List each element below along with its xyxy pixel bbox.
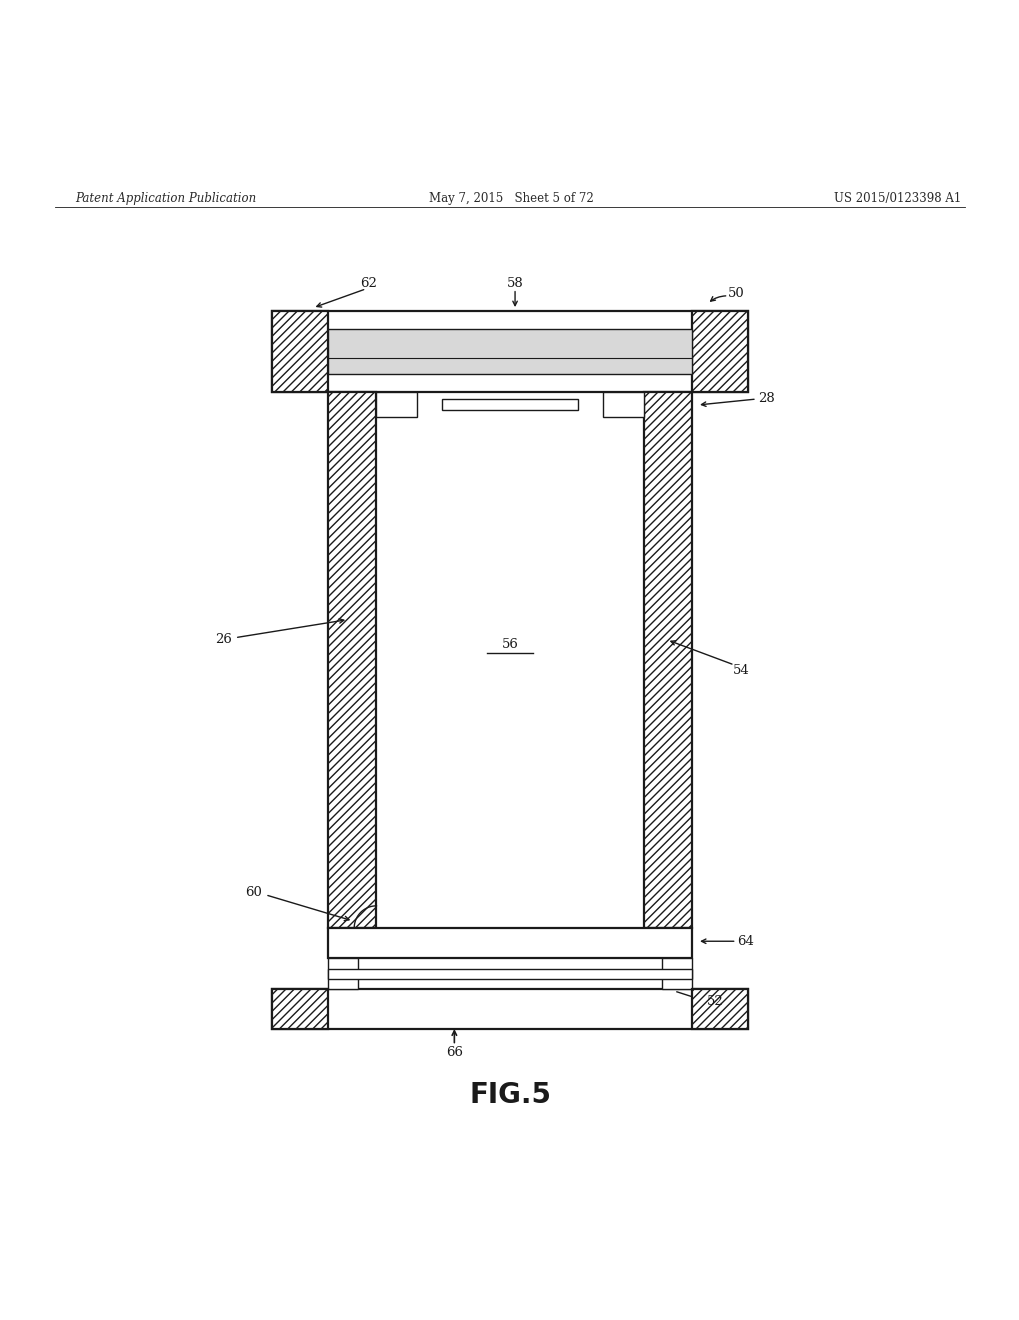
Bar [272, 989, 747, 1030]
Bar [376, 392, 417, 417]
Bar [327, 392, 376, 928]
Text: 66: 66 [445, 1047, 463, 1060]
Bar [692, 312, 747, 392]
Bar [327, 969, 692, 978]
Text: 54: 54 [732, 664, 749, 677]
Bar [272, 989, 327, 1030]
Text: 50: 50 [727, 288, 744, 300]
Bar [643, 392, 692, 928]
Bar [327, 928, 692, 958]
Bar [692, 989, 747, 1030]
Bar [272, 312, 747, 392]
Text: FIG.5: FIG.5 [469, 1081, 550, 1109]
Text: 62: 62 [360, 277, 376, 290]
Bar [327, 958, 358, 989]
Text: 26: 26 [215, 634, 231, 647]
Text: 28: 28 [757, 392, 773, 405]
Text: 56: 56 [501, 639, 518, 651]
Bar [327, 329, 692, 374]
Text: 60: 60 [245, 886, 262, 899]
Text: Patent Application Publication: Patent Application Publication [75, 191, 256, 205]
Bar [272, 312, 327, 392]
Bar [602, 392, 643, 417]
Text: 64: 64 [737, 935, 754, 948]
Text: 52: 52 [706, 995, 723, 1008]
Text: May 7, 2015   Sheet 5 of 72: May 7, 2015 Sheet 5 of 72 [429, 191, 593, 205]
Text: 58: 58 [506, 277, 523, 290]
Bar [661, 958, 692, 989]
Text: US 2015/0123398 A1: US 2015/0123398 A1 [833, 191, 960, 205]
Bar [442, 399, 577, 411]
